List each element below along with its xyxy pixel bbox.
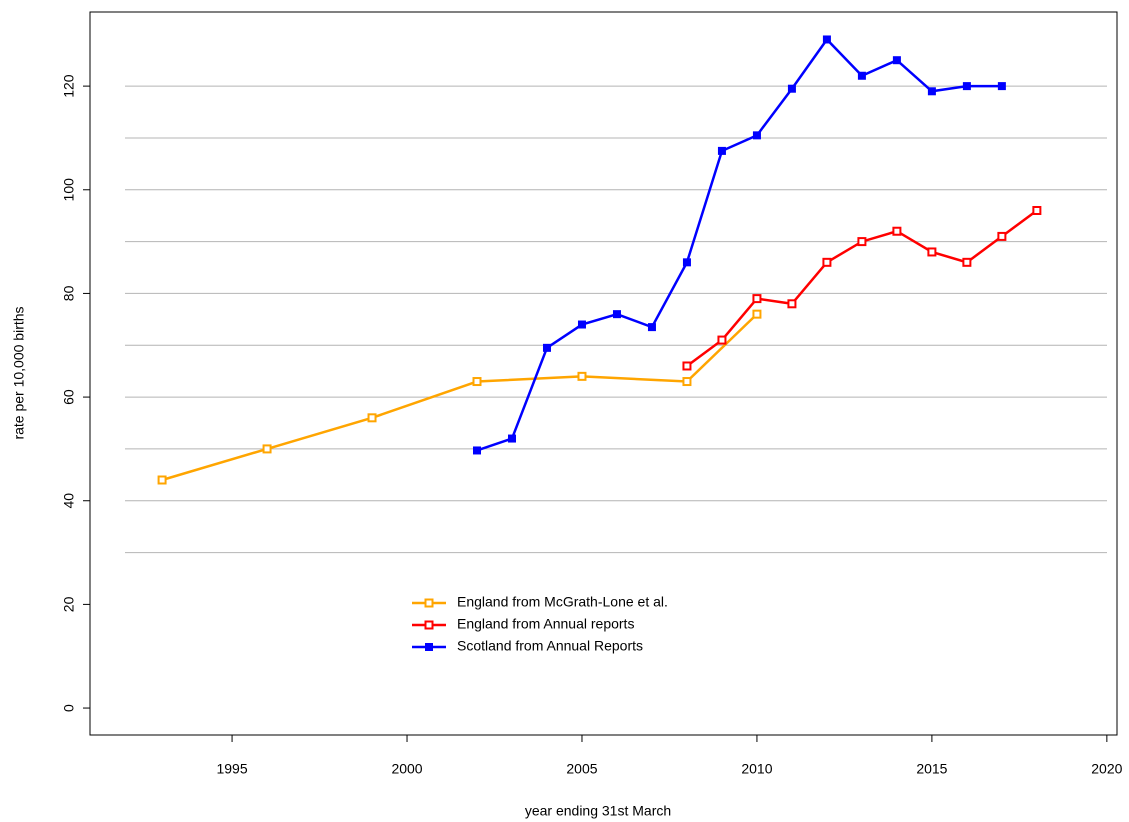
data-point <box>892 56 901 65</box>
series-line <box>686 209 1038 367</box>
data-point <box>507 434 516 443</box>
data-point <box>892 226 902 236</box>
data-point <box>472 377 482 387</box>
y-tick-label: 40 <box>61 493 77 509</box>
y-tick-label: 100 <box>61 178 77 202</box>
data-point <box>542 343 551 352</box>
x-tick-label: 2015 <box>916 761 947 777</box>
data-point <box>473 446 482 455</box>
data-point <box>787 299 797 309</box>
data-point <box>927 87 936 96</box>
legend-label: England from Annual reports <box>457 616 634 632</box>
data-point <box>752 309 762 319</box>
x-tick-label: 1995 <box>216 761 247 777</box>
plot-frame <box>89 11 1118 736</box>
data-point <box>577 320 586 329</box>
series-line <box>476 37 1002 452</box>
x-tick-label: 2020 <box>1091 761 1122 777</box>
data-point <box>682 258 691 267</box>
data-point <box>157 475 167 485</box>
data-point <box>367 413 377 423</box>
data-point <box>647 323 656 332</box>
legend-marker <box>424 620 434 630</box>
x-tick-label: 2000 <box>391 761 422 777</box>
y-tick-label: 20 <box>61 596 77 612</box>
data-point <box>857 237 867 247</box>
data-point <box>262 444 272 454</box>
x-axis-label: year ending 31st March <box>525 803 671 819</box>
data-point <box>682 361 692 371</box>
y-axis-label: rate per 10,000 births <box>11 306 27 439</box>
data-point <box>962 257 972 267</box>
data-point <box>997 82 1006 91</box>
data-point <box>857 71 866 80</box>
data-point <box>822 35 831 44</box>
data-point <box>612 310 621 319</box>
legend-label: Scotland from Annual Reports <box>457 638 643 654</box>
data-point <box>717 335 727 345</box>
data-point <box>752 131 761 140</box>
x-tick-label: 2005 <box>566 761 597 777</box>
data-point <box>1032 206 1042 216</box>
legend-marker <box>425 643 433 651</box>
data-point <box>752 294 762 304</box>
data-point <box>997 231 1007 241</box>
y-tick-label: 80 <box>61 285 77 301</box>
y-tick-label: 0 <box>61 704 77 712</box>
data-point <box>962 82 971 91</box>
data-point <box>577 371 587 381</box>
x-tick-label: 2010 <box>741 761 772 777</box>
legend-label: England from McGrath-Lone et al. <box>457 594 668 610</box>
data-point <box>682 377 692 387</box>
data-point <box>717 146 726 155</box>
legend-marker <box>424 598 434 608</box>
data-point <box>822 257 832 267</box>
data-point <box>927 247 937 257</box>
y-tick-label: 60 <box>61 389 77 405</box>
data-point <box>787 84 796 93</box>
y-tick-label: 120 <box>61 74 77 98</box>
